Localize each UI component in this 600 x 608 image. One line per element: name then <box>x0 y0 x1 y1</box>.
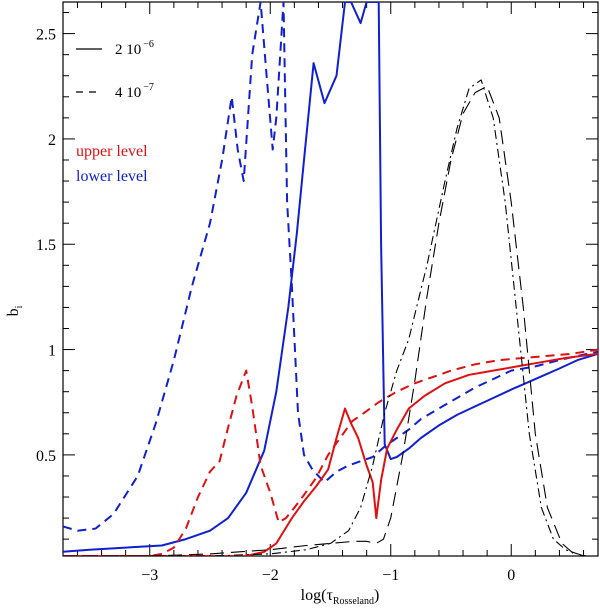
legend-label-2: 4 10 −7 <box>115 82 154 101</box>
x-tick-label: −1 <box>382 567 399 584</box>
x-axis-label-sub: Rosseland <box>333 596 374 607</box>
legend: 2 10 −6 4 10 −7 upper level lower level <box>76 39 154 185</box>
y-axis-label-sub: i <box>14 305 25 308</box>
plot-area <box>62 1 599 557</box>
x-axis-label: log(τRosseland) <box>301 587 380 607</box>
y-tick-label: 2 <box>48 132 56 149</box>
x-axis-label-close: ) <box>374 587 379 604</box>
series-layer <box>63 2 598 556</box>
series-line-3 <box>63 348 598 556</box>
plot-frame <box>62 1 599 557</box>
x-tick-label: −3 <box>141 567 158 584</box>
y-axis-label-main: b <box>5 308 22 316</box>
legend-label-1: 2 10 −6 <box>115 39 154 58</box>
y-tick-label: 0.5 <box>36 448 56 465</box>
y-tick-label: 2.5 <box>36 27 56 44</box>
x-tick-label: −2 <box>262 567 279 584</box>
x-axis-label-main: log(τ <box>301 587 334 604</box>
series-line-5 <box>63 79 587 556</box>
y-tick-label: 1.5 <box>36 237 56 254</box>
legend-color-label-1: upper level <box>76 143 148 160</box>
y-tick-label: 1 <box>48 343 56 360</box>
series-line-4 <box>63 352 598 556</box>
x-tick-label: 0 <box>507 567 515 584</box>
series-line-1 <box>63 2 598 532</box>
y-axis-label: bi <box>5 305 25 316</box>
series-line-2 <box>63 2 598 553</box>
series-line-6 <box>63 85 587 556</box>
legend-color-label-2: lower level <box>76 168 148 185</box>
